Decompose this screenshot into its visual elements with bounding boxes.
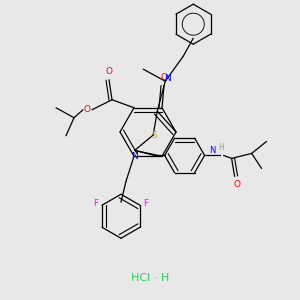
Text: O: O xyxy=(106,67,112,76)
Text: HCl · H: HCl · H xyxy=(131,273,169,283)
Text: F: F xyxy=(144,199,148,208)
Text: N: N xyxy=(130,152,137,161)
Text: N: N xyxy=(164,74,171,83)
Text: S: S xyxy=(151,130,157,140)
Text: N: N xyxy=(209,146,216,155)
Text: O: O xyxy=(83,105,91,114)
Text: O: O xyxy=(233,180,240,189)
Text: O: O xyxy=(160,73,167,82)
Text: H: H xyxy=(219,143,224,152)
Text: F: F xyxy=(94,199,98,208)
